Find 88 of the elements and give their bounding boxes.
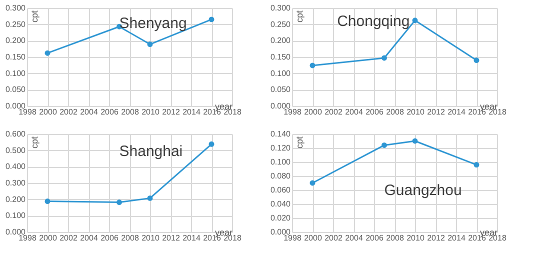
- y-tick-label: 0.100: [5, 211, 26, 220]
- x-tick-label: 2000: [304, 108, 322, 116]
- y-tick-label: 0.100: [5, 68, 26, 78]
- text: Guangzhou: [384, 182, 462, 199]
- y-tick-label: 0.200: [5, 36, 26, 46]
- x-tick-label: 1998: [18, 108, 37, 116]
- y-tick-label: 0.050: [270, 85, 292, 94]
- point: [412, 138, 418, 144]
- point: [382, 55, 387, 61]
- x-tick-label: 2010: [142, 108, 160, 116]
- y-tick-label: 0.000: [270, 102, 292, 110]
- y-tick-label: 0.200: [270, 36, 292, 46]
- y-tick-label: 0.400: [5, 162, 26, 172]
- x-tick-label: 2014: [448, 108, 466, 116]
- y-tick-label: 0.250: [5, 20, 26, 29]
- y-tick-label: 0.200: [5, 194, 26, 204]
- x-tick-label: 2010: [406, 108, 425, 116]
- x-tick-label: 1998: [284, 108, 302, 116]
- x-tick-label: 2010: [142, 234, 160, 242]
- y-tick-label: 0.300: [5, 178, 26, 188]
- x-tick-label: 2012: [427, 234, 446, 242]
- x-tick-label: 2014: [182, 108, 201, 116]
- x-tick-label: 2014: [448, 234, 466, 242]
- x-tick-label: 2002: [324, 108, 343, 116]
- y-tick-label: 0.120: [270, 144, 292, 152]
- x-tick-label: 2008: [386, 234, 404, 242]
- point: [44, 198, 50, 204]
- x-tick-label: 2012: [162, 234, 180, 242]
- y-tick-label: 0.100: [270, 68, 292, 78]
- point: [116, 200, 122, 206]
- y-tick-label: 0.500: [5, 146, 26, 155]
- x-tick-label: 2012: [427, 108, 446, 116]
- y-tick-label: 0.020: [270, 214, 292, 222]
- x-tick-label: 2000: [39, 108, 58, 116]
- x-tick-label: 2004: [80, 234, 98, 242]
- y-tick-label: 0.150: [5, 52, 26, 62]
- x-tick-label: 2004: [80, 108, 98, 116]
- y-tick-label: 0.000: [5, 102, 26, 110]
- x-tick-label: 2010: [406, 234, 425, 242]
- y-tick-label: 0.040: [270, 200, 292, 208]
- x-tick-label: 1998: [18, 234, 37, 242]
- y-tick-label: 0.600: [5, 130, 26, 138]
- point: [412, 18, 418, 24]
- x-tick-label: 2014: [182, 234, 201, 242]
- x-tick-label: 2008: [121, 108, 140, 116]
- x-tick-label: 2006: [100, 108, 119, 116]
- y-tick-label: 0.000: [270, 228, 292, 236]
- y-axis-title: cpt: [294, 136, 304, 149]
- y-tick-label: 0.060: [270, 186, 292, 194]
- point: [208, 16, 214, 22]
- x-tick-label: 2002: [324, 234, 343, 242]
- y-tick-label: 0.250: [270, 20, 292, 29]
- x-tick-label: 2006: [366, 234, 384, 242]
- y-tick-label: 0.300: [5, 4, 26, 12]
- x-tick-label: 2006: [366, 108, 384, 116]
- x-tick-label: 2004: [345, 108, 364, 116]
- y-tick-label: 0.300: [270, 4, 292, 12]
- x-tick-label: 2012: [162, 108, 180, 116]
- y-tick-label: 0.000: [5, 228, 26, 236]
- y-tick-label: 0.080: [270, 172, 292, 180]
- text: Shanghai: [119, 142, 183, 160]
- chart-title: Shenyang: [119, 14, 187, 32]
- x-tick-label: 2000: [304, 234, 322, 242]
- point: [147, 195, 153, 201]
- point: [310, 180, 316, 186]
- x-tick-label: 1998: [284, 234, 302, 242]
- x-tick-label: 2002: [60, 234, 78, 242]
- x-tick-label: 2002: [60, 108, 78, 116]
- y-tick-label: 0.140: [270, 130, 292, 138]
- point: [147, 42, 153, 47]
- point: [474, 58, 480, 63]
- point: [474, 162, 480, 168]
- x-tick-label: 2006: [100, 234, 119, 242]
- y-axis-title: cpt: [30, 10, 40, 23]
- point: [310, 62, 316, 68]
- y-tick-label: 0.050: [5, 85, 26, 94]
- chart-title: Chongqing: [337, 12, 410, 30]
- point: [382, 142, 387, 148]
- y-tick-label: 0.150: [270, 52, 292, 62]
- x-tick-label: 2008: [386, 108, 404, 116]
- y-tick-label: 0.100: [270, 158, 292, 166]
- point: [44, 50, 50, 56]
- x-tick-label: 2004: [345, 234, 364, 242]
- y-axis-title: cpt: [30, 136, 40, 149]
- x-tick-label: 2000: [39, 234, 58, 242]
- x-tick-label: 2008: [121, 234, 140, 242]
- point: [208, 141, 214, 147]
- y-axis-title: cpt: [294, 10, 304, 23]
